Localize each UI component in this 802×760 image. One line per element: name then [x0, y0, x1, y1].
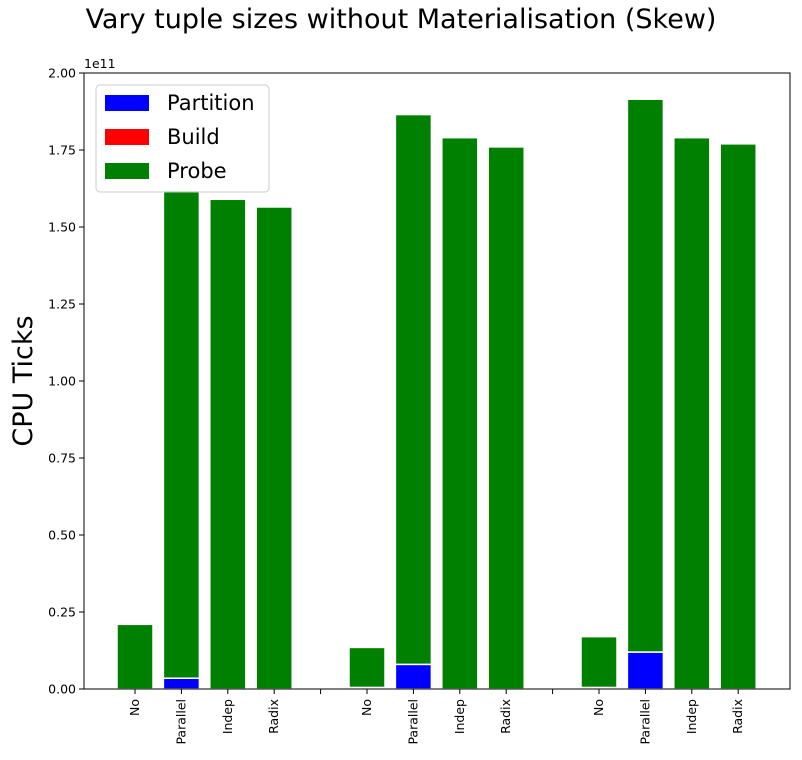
y-offset-text: 1e11 — [84, 56, 116, 71]
bar-probe-6 — [394, 113, 433, 666]
x-tick-label-11: Parallel — [637, 699, 652, 745]
legend-swatch-2 — [105, 163, 149, 179]
y-tick-label-8: 2.00 — [48, 66, 76, 81]
y-tick-label-3: 0.75 — [48, 451, 76, 466]
bar-probe-3 — [255, 206, 293, 690]
bar-probe-11 — [626, 98, 665, 653]
y-tick-label-4: 1.00 — [48, 374, 76, 389]
bar-partition-6 — [394, 663, 433, 690]
x-tick-label-0: No — [127, 699, 142, 716]
x-tick-label-7: Indep — [452, 699, 467, 734]
bar-probe-0 — [116, 623, 154, 690]
x-tick-label-12: Indep — [684, 699, 699, 734]
chart-title: Vary tuple sizes without Materialisation… — [85, 4, 717, 35]
bar-probe-5 — [348, 646, 386, 689]
bar-probe-13 — [719, 143, 757, 690]
x-tick-label-1: Parallel — [173, 699, 188, 745]
y-tick-label-1: 0.25 — [48, 605, 76, 620]
bar-probe-7 — [441, 136, 479, 690]
bar-probe-12 — [673, 136, 711, 690]
y-tick-label-7: 1.75 — [48, 143, 76, 158]
bar-partition-11 — [626, 651, 665, 690]
x-tick-label-10: No — [591, 699, 606, 716]
x-tick-label-8: Radix — [498, 699, 513, 734]
legend-label-0: Partition — [167, 91, 255, 115]
legend-label-1: Build — [167, 125, 220, 149]
x-tick-label-3: Radix — [266, 699, 281, 734]
bar-partition-1 — [162, 677, 201, 690]
bar-probe-2 — [209, 198, 247, 690]
x-tick-label-5: No — [359, 699, 374, 716]
y-tick-label-6: 1.50 — [48, 220, 76, 235]
y-axis-label: CPU Ticks — [8, 315, 39, 446]
legend-swatch-1 — [105, 129, 149, 145]
legend-label-2: Probe — [167, 159, 227, 183]
x-tick-label-6: Parallel — [405, 699, 420, 745]
bar-probe-1 — [162, 189, 201, 679]
y-tick-label-0: 0.00 — [48, 682, 76, 697]
x-tick-label-2: Indep — [220, 699, 235, 734]
bar-probe-8 — [487, 146, 525, 690]
y-tick-label-2: 0.50 — [48, 528, 76, 543]
legend-swatch-0 — [105, 95, 149, 111]
x-tick-label-13: Radix — [730, 699, 745, 734]
y-tick-label-5: 1.25 — [48, 297, 76, 312]
bar-probe-10 — [580, 635, 618, 689]
